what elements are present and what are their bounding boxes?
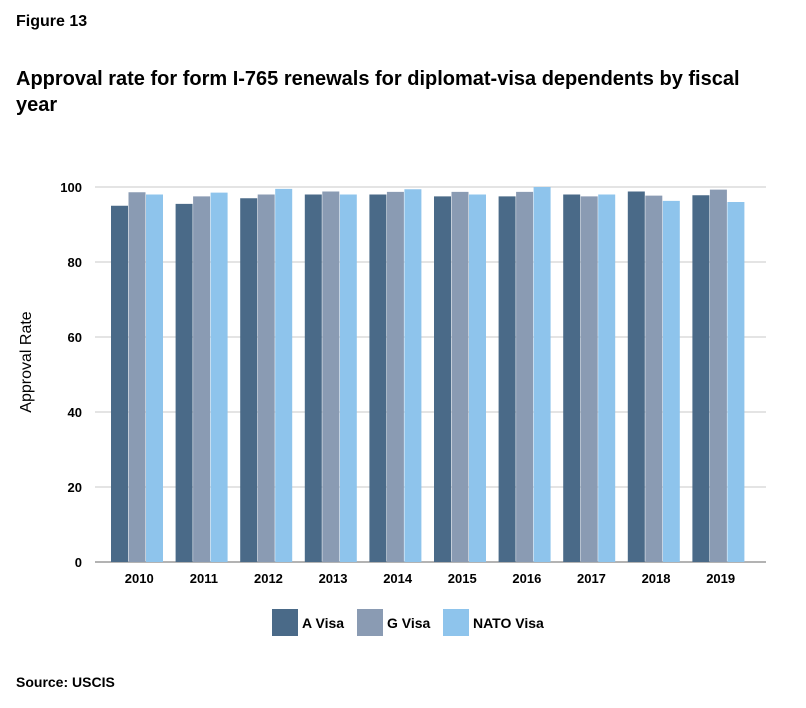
y-tick-label: 100 — [60, 180, 82, 195]
legend-label: A Visa — [302, 615, 344, 631]
bar — [175, 203, 193, 562]
bar — [469, 194, 486, 562]
x-tick-label: 2017 — [577, 571, 606, 586]
x-tick-label: 2011 — [190, 571, 218, 586]
bar — [339, 194, 357, 562]
bar — [451, 191, 469, 562]
x-tick-label: 2019 — [706, 571, 735, 586]
bar — [627, 191, 645, 562]
bar — [210, 192, 228, 562]
bar — [598, 194, 616, 562]
bar — [404, 189, 422, 562]
bar — [434, 196, 451, 562]
y-tick-label: 0 — [75, 555, 82, 570]
x-tick-label: 2012 — [254, 571, 283, 586]
bar — [709, 189, 727, 562]
legend-swatch — [357, 609, 383, 636]
x-tick-label: 2015 — [448, 571, 477, 586]
bar — [563, 194, 581, 562]
source-note: Source: USCIS — [16, 674, 115, 690]
figure-label: Figure 13 — [16, 13, 88, 30]
legend-label: G Visa — [387, 615, 431, 631]
x-tick-label: 2018 — [642, 571, 671, 586]
bar — [304, 194, 322, 562]
legend-label: NATO Visa — [473, 615, 544, 631]
bar — [662, 200, 680, 562]
x-tick-label: 2014 — [383, 571, 413, 586]
x-tick-label: 2013 — [319, 571, 348, 586]
bar — [193, 196, 211, 562]
x-tick-label: 2010 — [125, 571, 154, 586]
bar — [111, 205, 128, 562]
y-tick-label: 40 — [68, 405, 82, 420]
bar — [498, 196, 516, 562]
legend-swatch — [443, 609, 469, 636]
bar — [386, 191, 404, 562]
bar — [128, 192, 146, 562]
y-tick-labels: 0 20 40 60 80 100 — [60, 180, 82, 570]
bar — [146, 194, 163, 562]
chart-title: Approval rate for form I-765 renewals fo… — [16, 68, 740, 116]
bar — [369, 194, 387, 562]
bar — [645, 195, 663, 562]
bar — [533, 187, 551, 562]
x-tick-label: 2016 — [512, 571, 541, 586]
bar — [727, 202, 745, 562]
bar — [692, 195, 710, 562]
bar — [275, 188, 293, 562]
bar — [322, 191, 340, 562]
bar — [257, 194, 275, 562]
legend: A Visa G Visa NATO Visa — [272, 609, 544, 636]
legend-swatch — [272, 609, 298, 636]
bar — [516, 191, 534, 562]
bar — [580, 196, 598, 562]
bars — [111, 187, 745, 562]
bar — [240, 198, 258, 562]
x-tick-labels: 2010 2011 2012 2013 2014 2015 2016 2017 2018 2019 — [125, 571, 735, 586]
y-tick-label: 20 — [68, 480, 82, 495]
y-axis-title: Approval Rate — [18, 311, 35, 412]
y-tick-label: 60 — [68, 330, 82, 345]
y-tick-label: 80 — [68, 255, 82, 270]
